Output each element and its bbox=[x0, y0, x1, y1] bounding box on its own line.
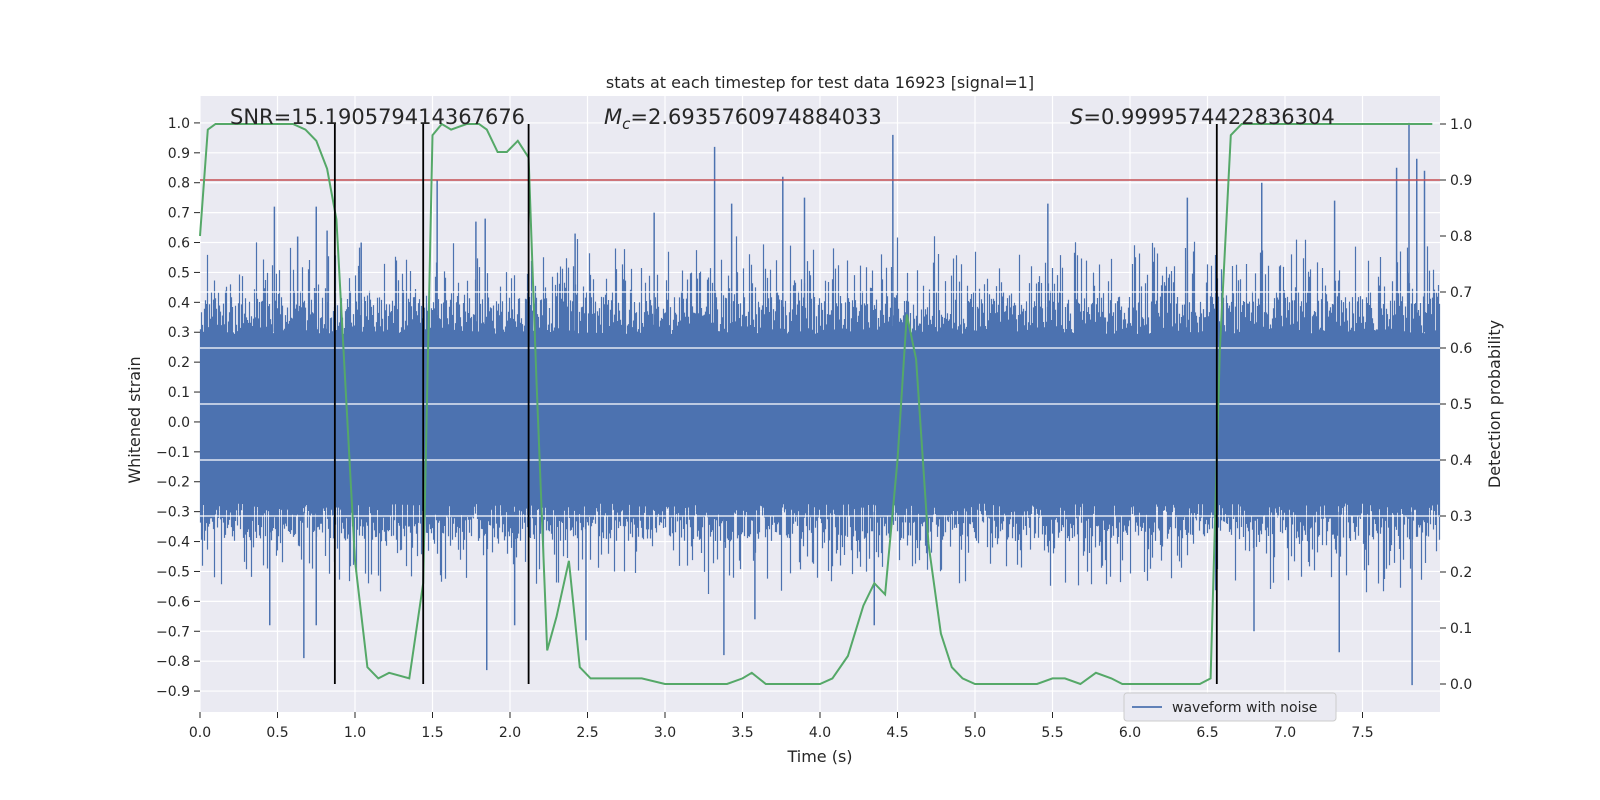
chirp-mass-value: =2.6935760974884033 bbox=[630, 105, 881, 129]
y-axis-left-ticks: 1.0 0.9 0.8 0.7 0.6 0.5 0.4 0.3 0.2 0.1 0.0 −0.1 −0.… bbox=[156, 116, 200, 700]
y-tick-label: 0.6 bbox=[168, 236, 190, 252]
y-tick-label: 1.0 bbox=[168, 116, 190, 132]
y-tick-label: −0.8 bbox=[156, 654, 190, 670]
x-tick-label: 7.0 bbox=[1274, 725, 1296, 741]
score-symbol: S bbox=[1070, 105, 1083, 129]
y-tick-label: −0.9 bbox=[156, 684, 190, 700]
x-tick-label: 0.0 bbox=[189, 725, 211, 741]
y-tick-label: −0.7 bbox=[156, 624, 190, 640]
y2-tick-label: 0.5 bbox=[1450, 397, 1472, 413]
y2-tick-label: 0.0 bbox=[1450, 677, 1472, 693]
y2-axis-label: Detection probability bbox=[1485, 320, 1504, 488]
score-value: =0.9999574422836304 bbox=[1083, 105, 1334, 129]
y-tick-label: 0.1 bbox=[168, 385, 190, 401]
y2-tick-label: 0.6 bbox=[1450, 341, 1472, 357]
y-axis-label: Whitened strain bbox=[125, 356, 144, 483]
y2-tick-label: 0.1 bbox=[1450, 621, 1472, 637]
chirp-mass-annotation: Mc=2.6935760974884033 bbox=[604, 105, 882, 133]
x-axis-label: Time (s) bbox=[786, 747, 852, 766]
y-axis-right-ticks: 1.0 0.9 0.8 0.7 0.6 0.5 0.4 0.3 0.2 0.1 0.0 bbox=[1440, 117, 1472, 693]
vertical-markers bbox=[333, 124, 1218, 684]
x-tick-label: 1.5 bbox=[421, 725, 443, 741]
y-tick-label: −0.2 bbox=[156, 475, 190, 491]
waveform-series bbox=[199, 122, 1441, 686]
x-axis-ticks: 0.0 0.5 1.0 1.5 2.0 2.5 3.0 3.5 4.0 4.5 5.0 5.5 6.0 6… bbox=[189, 712, 1374, 741]
y2-tick-label: 1.0 bbox=[1450, 117, 1472, 133]
y-tick-label: 0.8 bbox=[168, 176, 190, 192]
y-tick-label: −0.6 bbox=[156, 594, 190, 610]
x-tick-label: 4.5 bbox=[886, 725, 908, 741]
x-tick-label: 2.5 bbox=[576, 725, 598, 741]
y-tick-label: 0.0 bbox=[168, 415, 190, 431]
y-tick-label: 0.9 bbox=[168, 146, 190, 162]
legend: waveform with noise bbox=[1123, 692, 1337, 722]
x-tick-label: 3.5 bbox=[731, 725, 753, 741]
y2-tick-label: 0.8 bbox=[1450, 229, 1472, 245]
x-tick-label: 7.5 bbox=[1351, 725, 1373, 741]
x-tick-label: 5.5 bbox=[1041, 725, 1063, 741]
y-tick-label: 0.5 bbox=[168, 265, 190, 281]
chirp-mass-subscript: c bbox=[622, 115, 631, 133]
y2-tick-label: 0.3 bbox=[1450, 509, 1472, 525]
x-tick-label: 5.0 bbox=[964, 725, 986, 741]
snr-annotation: SNR=15.190579414367676 bbox=[230, 105, 525, 129]
y2-tick-label: 0.9 bbox=[1450, 173, 1472, 189]
y2-tick-label: 0.2 bbox=[1450, 565, 1472, 581]
y-tick-label: 0.2 bbox=[168, 355, 190, 371]
y-tick-label: −0.3 bbox=[156, 505, 190, 521]
y-tick-label: 0.3 bbox=[168, 325, 190, 341]
x-tick-label: 6.5 bbox=[1196, 725, 1218, 741]
detection-probability-line bbox=[199, 122, 1433, 686]
x-tick-label: 2.0 bbox=[499, 725, 521, 741]
y2-tick-label: 0.4 bbox=[1450, 453, 1472, 469]
detection-probability-series bbox=[199, 122, 1440, 686]
x-tick-label: 1.0 bbox=[344, 725, 366, 741]
x-tick-label: 4.0 bbox=[809, 725, 831, 741]
y-tick-label: 0.7 bbox=[168, 206, 190, 222]
x-tick-label: 0.5 bbox=[266, 725, 288, 741]
y-tick-label: −0.4 bbox=[156, 535, 190, 551]
legend-box bbox=[1123, 692, 1337, 722]
waveform-line bbox=[199, 236, 1441, 594]
y-tick-label: −0.5 bbox=[156, 564, 190, 580]
chirp-mass-symbol: M bbox=[604, 105, 622, 129]
x-tick-label: 3.0 bbox=[654, 725, 676, 741]
y-tick-label: 0.4 bbox=[168, 295, 190, 311]
chart-title: stats at each timestep for test data 169… bbox=[606, 73, 1034, 92]
y2-tick-label: 0.7 bbox=[1450, 285, 1472, 301]
score-annotation: S=0.9999574422836304 bbox=[1070, 105, 1335, 129]
y-tick-label: −0.1 bbox=[156, 445, 190, 461]
legend-label: waveform with noise bbox=[1172, 700, 1317, 716]
x-tick-label: 6.0 bbox=[1119, 725, 1141, 741]
